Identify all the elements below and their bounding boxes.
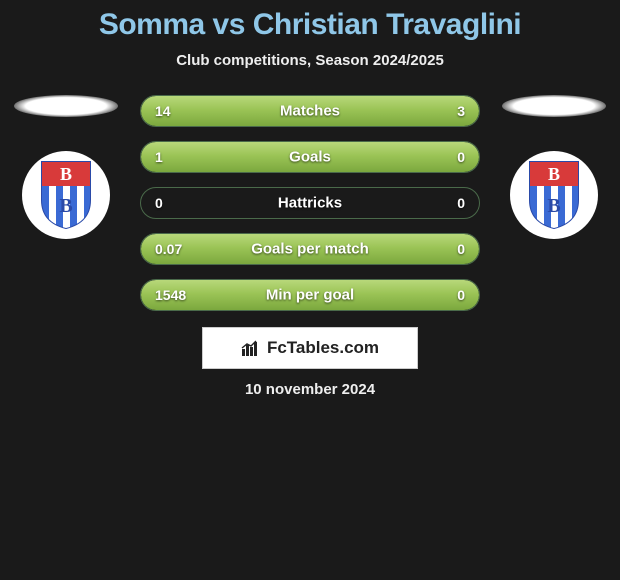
page-subtitle: Club competitions, Season 2024/2025: [0, 52, 620, 69]
stat-label: Goals per match: [251, 241, 369, 258]
date-text: 10 november 2024: [0, 381, 620, 398]
left-player-column: B B: [6, 95, 126, 239]
stat-row: 1548 0 Min per goal: [140, 279, 480, 311]
stat-value-right: 0: [457, 287, 465, 303]
left-club-badge: B B: [22, 151, 110, 239]
stat-row: 0 0 Hattricks: [140, 187, 480, 219]
shield-icon: B B: [38, 160, 94, 230]
stat-value-right: 0: [457, 241, 465, 257]
stat-row: 0.07 0 Goals per match: [140, 233, 480, 265]
svg-text:B: B: [60, 164, 72, 184]
brand-box[interactable]: FcTables.com: [202, 327, 418, 369]
svg-text:B: B: [548, 164, 560, 184]
shadow-ellipse-right: [502, 95, 606, 117]
bar-fill-right: [418, 96, 479, 126]
stat-value-right: 0: [457, 195, 465, 211]
svg-text:B: B: [547, 195, 560, 217]
stat-value-left: 0.07: [155, 241, 182, 257]
stat-label: Matches: [280, 103, 340, 120]
right-club-badge: B B: [510, 151, 598, 239]
stat-label: Min per goal: [266, 287, 354, 304]
stat-value-right: 3: [457, 103, 465, 119]
stat-label: Hattricks: [278, 195, 342, 212]
bar-chart-icon: [241, 339, 261, 357]
page-title: Somma vs Christian Travaglini: [0, 8, 620, 42]
right-player-column: B B: [494, 95, 614, 239]
shadow-ellipse-left: [14, 95, 118, 117]
stat-label: Goals: [289, 149, 331, 166]
comparison-layout: B B 14 3 Matches 1 0 Goals 0 0 Hattricks 0.07 0 Goa…: [0, 95, 620, 311]
stat-value-left: 0: [155, 195, 163, 211]
comparison-widget: Somma vs Christian Travaglini Club compe…: [0, 0, 620, 398]
brand-text: FcTables.com: [267, 338, 379, 358]
stat-value-left: 1: [155, 149, 163, 165]
stat-value-right: 0: [457, 149, 465, 165]
stat-value-left: 1548: [155, 287, 186, 303]
stat-row: 14 3 Matches: [140, 95, 480, 127]
stat-value-left: 14: [155, 103, 171, 119]
shield-icon: B B: [526, 160, 582, 230]
stat-row: 1 0 Goals: [140, 141, 480, 173]
stat-bars: 14 3 Matches 1 0 Goals 0 0 Hattricks 0.07 0 Goals p…: [140, 95, 480, 311]
svg-text:B: B: [59, 195, 72, 217]
